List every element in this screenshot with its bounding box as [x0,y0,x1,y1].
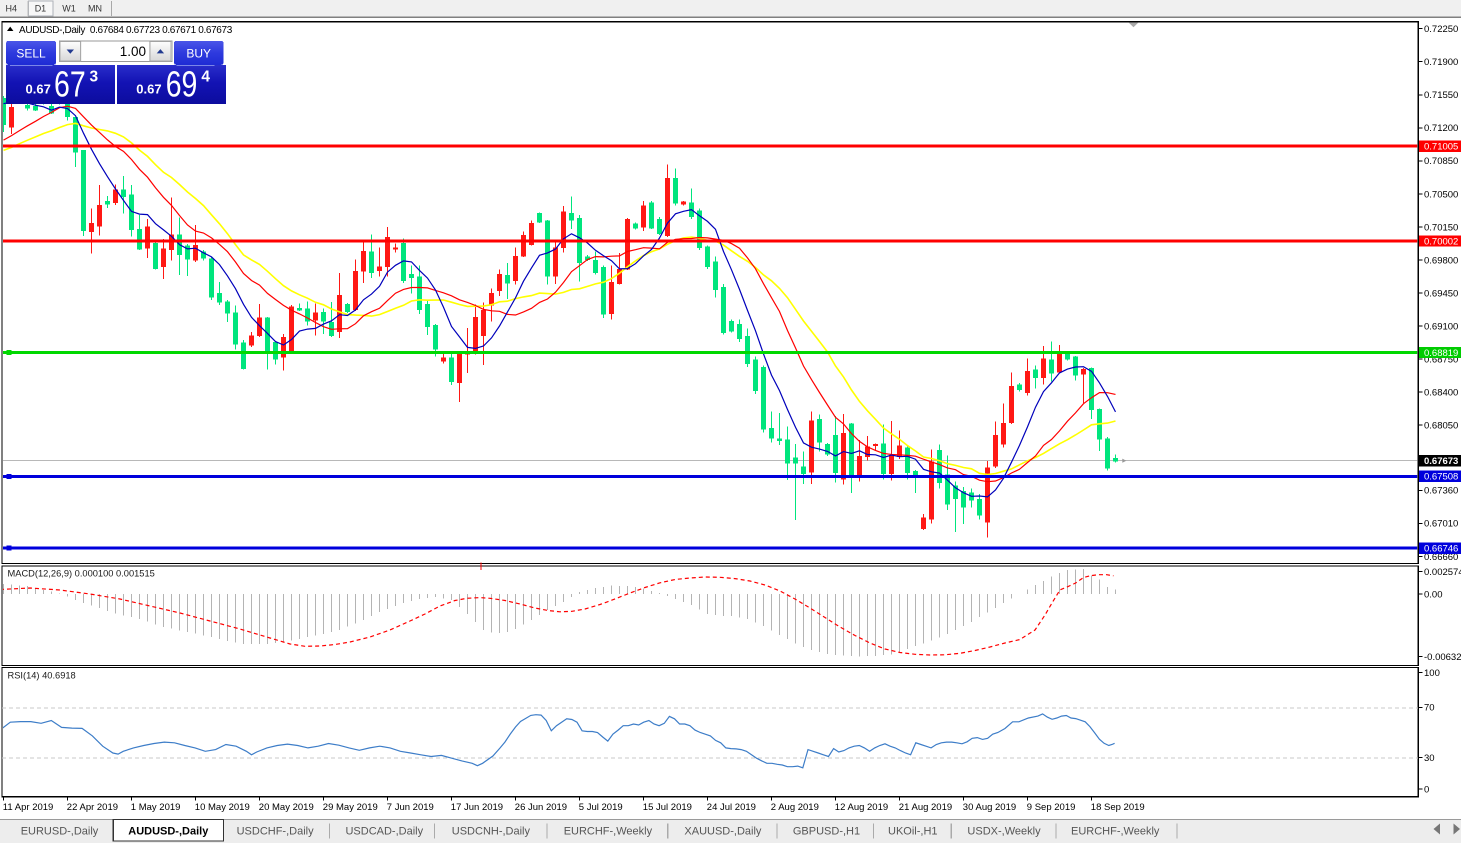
svg-text:0.68400: 0.68400 [1424,388,1458,399]
svg-text:0.70850: 0.70850 [1424,156,1458,167]
svg-text:70: 70 [1424,703,1435,714]
svg-text:EURCHF-,Weekly: EURCHF-,Weekly [564,825,653,837]
svg-text:UKOil-,H1: UKOil-,H1 [888,825,938,837]
svg-text:0.71900: 0.71900 [1424,57,1458,68]
svg-text:7 Jun 2019: 7 Jun 2019 [387,802,434,813]
svg-text:26 Jun 2019: 26 Jun 2019 [515,802,567,813]
svg-text:0.67: 0.67 [136,82,161,97]
svg-text:11 Apr 2019: 11 Apr 2019 [3,802,54,813]
svg-text:0.00: 0.00 [1424,589,1443,600]
svg-text:0.67010: 0.67010 [1424,519,1458,530]
svg-text:29 May 2019: 29 May 2019 [323,802,378,813]
svg-text:9 Sep 2019: 9 Sep 2019 [1027,802,1076,813]
svg-text:0.69100: 0.69100 [1424,321,1458,332]
svg-text:-0.006326: -0.006326 [1424,652,1461,663]
svg-text:0.71550: 0.71550 [1424,90,1458,101]
svg-text:17 Jun 2019: 17 Jun 2019 [451,802,503,813]
svg-text:1.00: 1.00 [120,44,146,59]
svg-text:3: 3 [90,69,99,86]
svg-text:0.70002: 0.70002 [1424,236,1458,247]
svg-text:0.69800: 0.69800 [1424,255,1458,266]
svg-text:24 Jul 2019: 24 Jul 2019 [707,802,756,813]
svg-text:GBPUSD-,H1: GBPUSD-,H1 [793,825,860,837]
svg-text:EURUSD-,Daily: EURUSD-,Daily [21,825,99,837]
svg-text:18 Sep 2019: 18 Sep 2019 [1091,802,1145,813]
svg-text:0.66746: 0.66746 [1424,544,1458,555]
svg-text:0.69450: 0.69450 [1424,288,1458,299]
svg-text:W1: W1 [62,4,76,14]
svg-text:AUDUSD-,Daily 0.67684 0.67723: AUDUSD-,Daily 0.67684 0.67723 0.67671 0.… [19,25,233,36]
svg-text:EURCHF-,Weekly: EURCHF-,Weekly [1071,825,1160,837]
svg-text:0.70500: 0.70500 [1424,189,1458,200]
svg-text:XAUUSD-,Daily: XAUUSD-,Daily [684,825,762,837]
svg-text:0.67508: 0.67508 [1424,472,1458,483]
svg-text:BUY: BUY [186,47,211,61]
svg-text:20 May 2019: 20 May 2019 [259,802,314,813]
svg-text:D1: D1 [35,4,47,14]
svg-text:69: 69 [166,63,198,104]
svg-text:0.68050: 0.68050 [1424,421,1458,432]
svg-text:0.66660: 0.66660 [1424,552,1458,563]
svg-text:H4: H4 [6,4,18,14]
svg-text:12 Aug 2019: 12 Aug 2019 [835,802,888,813]
svg-text:0.70150: 0.70150 [1424,222,1458,233]
svg-text:RSI(14) 40.6918: RSI(14) 40.6918 [8,671,76,681]
svg-text:USDCAD-,Daily: USDCAD-,Daily [345,825,423,837]
svg-text:1 May 2019: 1 May 2019 [131,802,181,813]
svg-text:SELL: SELL [16,47,46,61]
svg-text:0.71005: 0.71005 [1424,142,1458,153]
svg-text:MN: MN [88,4,102,14]
svg-text:0: 0 [1424,784,1429,795]
svg-text:10 May 2019: 10 May 2019 [195,802,250,813]
svg-text:22 Apr 2019: 22 Apr 2019 [67,802,118,813]
svg-text:USDX-,Weekly: USDX-,Weekly [967,825,1041,837]
svg-text:0.71200: 0.71200 [1424,123,1458,134]
svg-text:100: 100 [1424,668,1440,679]
svg-text:0.72250: 0.72250 [1424,24,1458,35]
svg-text:15 Jul 2019: 15 Jul 2019 [643,802,692,813]
svg-text:AUDUSD-,Daily: AUDUSD-,Daily [128,825,209,837]
svg-text:0.68819: 0.68819 [1424,348,1458,359]
svg-text:30 Aug 2019: 30 Aug 2019 [963,802,1016,813]
svg-text:67: 67 [54,63,86,104]
svg-text:USDCNH-,Daily: USDCNH-,Daily [452,825,531,837]
svg-text:0.002574: 0.002574 [1424,567,1461,578]
svg-text:4: 4 [201,69,210,86]
svg-text:5 Jul 2019: 5 Jul 2019 [579,802,623,813]
svg-text:2 Aug 2019: 2 Aug 2019 [771,802,819,813]
svg-text:0.67: 0.67 [26,82,51,97]
svg-text:0.68750: 0.68750 [1424,355,1458,366]
svg-text:30: 30 [1424,753,1435,764]
svg-text:USDCHF-,Daily: USDCHF-,Daily [237,825,315,837]
svg-text:0.67360: 0.67360 [1424,486,1458,497]
svg-text:MACD(12,26,9) 0.000100 0.00151: MACD(12,26,9) 0.000100 0.001515 [8,569,155,579]
svg-text:21 Aug 2019: 21 Aug 2019 [899,802,952,813]
svg-text:0.67673: 0.67673 [1424,456,1458,467]
